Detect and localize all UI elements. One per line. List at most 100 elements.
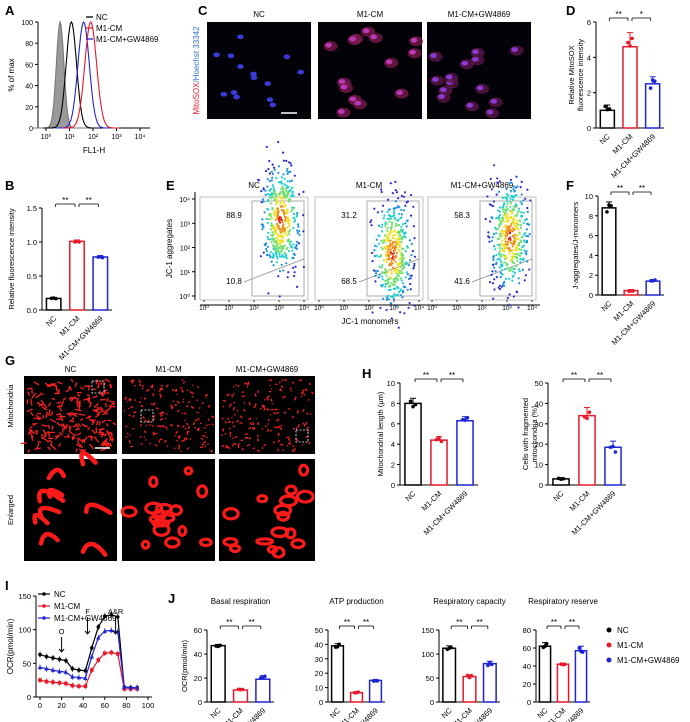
mito-fragment bbox=[33, 381, 40, 386]
x-tick-label: NC bbox=[209, 706, 223, 720]
event-point bbox=[522, 244, 526, 247]
mito-fragment bbox=[128, 434, 131, 437]
nucleus bbox=[461, 60, 469, 66]
event-point bbox=[380, 284, 383, 287]
mito-fragment bbox=[36, 401, 43, 407]
event-point bbox=[390, 272, 393, 275]
injection-arrowhead bbox=[58, 648, 65, 653]
x-tick-label: 10¹ bbox=[339, 305, 349, 312]
event-point bbox=[515, 204, 518, 207]
event-point bbox=[490, 273, 493, 276]
nucleus bbox=[354, 100, 362, 106]
mito-fragment bbox=[306, 426, 310, 430]
y-tick-label: 10⁰ bbox=[179, 293, 190, 301]
event-point bbox=[280, 263, 283, 266]
mito-fragment bbox=[151, 384, 154, 388]
event-point bbox=[507, 212, 510, 215]
event-point bbox=[282, 199, 285, 203]
event-point bbox=[498, 284, 501, 287]
mito-fragment bbox=[51, 445, 57, 451]
sig-label: ** bbox=[344, 618, 350, 627]
event-point bbox=[264, 169, 268, 173]
event-point bbox=[503, 230, 506, 233]
x-tick-label: 10² bbox=[249, 305, 259, 312]
data-point bbox=[408, 399, 413, 404]
event-point bbox=[525, 260, 529, 263]
mito-fragment bbox=[81, 423, 88, 428]
label-mitosox: MitoSOX bbox=[192, 82, 201, 115]
mito-fragment bbox=[309, 413, 312, 416]
event-point bbox=[281, 225, 284, 228]
event-point bbox=[279, 255, 282, 258]
data-point bbox=[83, 684, 88, 689]
event-point bbox=[271, 231, 274, 234]
mito-fragment bbox=[277, 432, 281, 436]
event-point bbox=[502, 232, 505, 235]
bar-m1-cm-gw4869 bbox=[574, 649, 588, 703]
event-point bbox=[524, 231, 527, 235]
event-point bbox=[386, 217, 389, 220]
mito-fragment bbox=[233, 413, 236, 416]
event-point bbox=[523, 219, 527, 222]
mito-fragment bbox=[194, 426, 197, 429]
event-point bbox=[409, 277, 412, 280]
event-point bbox=[285, 195, 288, 198]
event-point bbox=[515, 238, 518, 241]
event-point bbox=[513, 233, 517, 236]
event-point bbox=[291, 190, 294, 193]
mito-fragment bbox=[142, 416, 145, 420]
event-point bbox=[493, 288, 496, 291]
event-point bbox=[402, 223, 405, 226]
event-point bbox=[401, 268, 404, 271]
event-point bbox=[279, 221, 282, 224]
y-tick-label: 100 bbox=[21, 20, 33, 27]
mito-fragment bbox=[69, 431, 74, 435]
event-point bbox=[523, 233, 526, 236]
nucleus bbox=[220, 91, 228, 97]
event-point bbox=[281, 190, 284, 193]
x-axis-label: FL1-H bbox=[83, 146, 105, 155]
mito-fragment bbox=[72, 434, 76, 440]
data-point bbox=[562, 662, 567, 667]
event-point bbox=[285, 233, 288, 237]
event-point bbox=[510, 215, 513, 218]
mito-fragment bbox=[243, 408, 246, 412]
mito-fragment bbox=[91, 429, 97, 435]
event-point bbox=[282, 209, 285, 212]
x-tick-label: NC bbox=[44, 314, 58, 328]
event-point bbox=[509, 190, 513, 193]
mito-fragment bbox=[128, 413, 131, 417]
event-point bbox=[296, 240, 299, 243]
event-point bbox=[289, 188, 292, 191]
event-point bbox=[279, 203, 282, 206]
event-point bbox=[505, 262, 508, 265]
series-line bbox=[39, 629, 138, 689]
mito-fragment bbox=[177, 424, 180, 428]
event-point bbox=[396, 269, 399, 272]
event-point bbox=[501, 234, 504, 237]
bar-m1-cm-gw4869 bbox=[92, 256, 109, 311]
y-tick-label: 40 bbox=[523, 662, 531, 671]
mito-fragment bbox=[273, 441, 275, 444]
event-point bbox=[398, 245, 401, 249]
mito-fragment bbox=[184, 427, 187, 430]
event-point bbox=[520, 180, 523, 183]
event-point bbox=[279, 241, 282, 244]
event-point bbox=[373, 254, 377, 258]
event-point bbox=[401, 296, 404, 299]
event-point bbox=[400, 213, 403, 216]
y-tick-label: 100 bbox=[18, 626, 31, 635]
mito-fragment-enlarged bbox=[295, 489, 315, 504]
event-point bbox=[275, 242, 278, 245]
mito-fragment bbox=[128, 440, 131, 444]
event-point bbox=[520, 252, 523, 255]
nucleus bbox=[338, 79, 346, 84]
event-point bbox=[515, 252, 518, 255]
event-point bbox=[285, 184, 288, 187]
zoom-box bbox=[140, 409, 154, 423]
mito-fragment bbox=[49, 418, 57, 423]
mito-fragment bbox=[175, 431, 179, 435]
mito-fragment bbox=[182, 398, 185, 401]
